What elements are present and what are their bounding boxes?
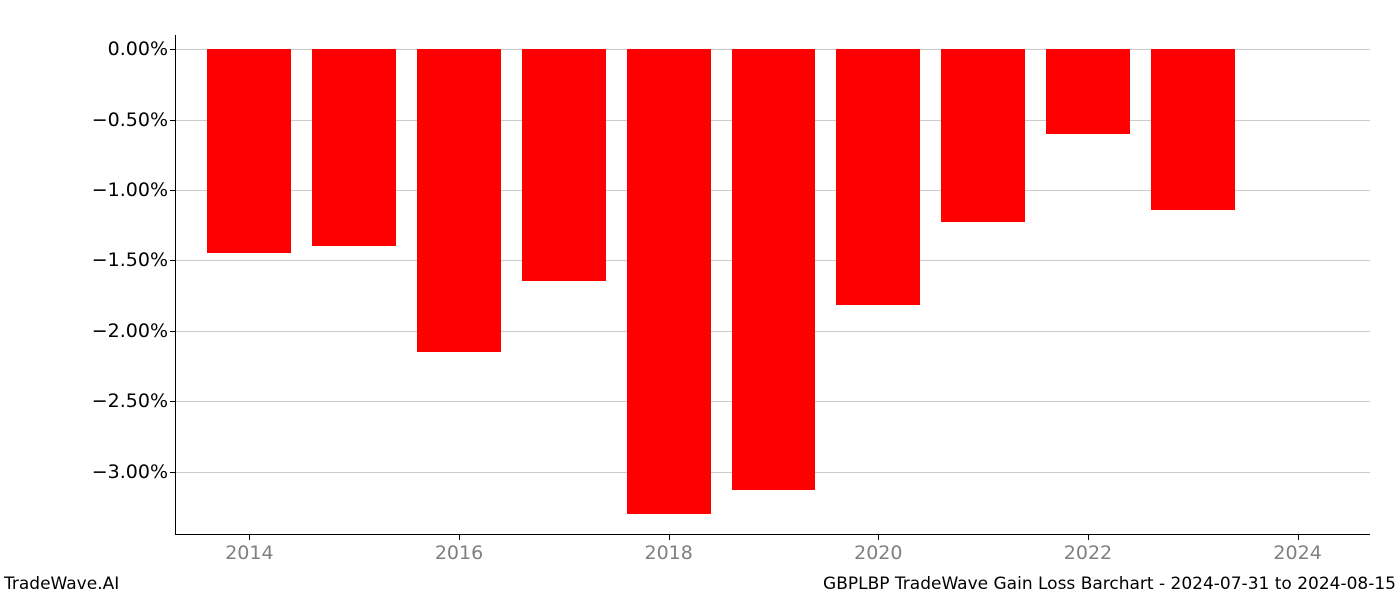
y-tick-label: −1.50% bbox=[92, 249, 168, 271]
x-tick-mark bbox=[669, 534, 670, 540]
y-tick-mark bbox=[170, 49, 176, 50]
y-tick-mark bbox=[170, 401, 176, 402]
chart-plot-area: 201420162018202020222024 bbox=[175, 35, 1370, 535]
bar-2014 bbox=[207, 49, 291, 253]
x-tick-label: 2018 bbox=[644, 542, 692, 564]
bar-2019 bbox=[732, 49, 816, 490]
bar-2022 bbox=[1046, 49, 1130, 134]
y-tick-mark bbox=[170, 472, 176, 473]
y-tick-mark bbox=[170, 260, 176, 261]
bar-2017 bbox=[522, 49, 606, 281]
y-tick-label: −1.00% bbox=[92, 179, 168, 201]
y-tick-label: −2.00% bbox=[92, 320, 168, 342]
y-tick-mark bbox=[170, 120, 176, 121]
y-tick-label: 0.00% bbox=[108, 38, 168, 60]
x-tick-label: 2016 bbox=[435, 542, 483, 564]
x-tick-mark bbox=[249, 534, 250, 540]
bar-2015 bbox=[312, 49, 396, 246]
x-tick-mark bbox=[1298, 534, 1299, 540]
x-tick-label: 2020 bbox=[854, 542, 902, 564]
bar-2018 bbox=[627, 49, 711, 514]
x-tick-mark bbox=[1088, 534, 1089, 540]
footer-left-label: TradeWave.AI bbox=[4, 574, 119, 594]
y-tick-mark bbox=[170, 331, 176, 332]
y-tick-label: −3.00% bbox=[92, 461, 168, 483]
y-tick-mark bbox=[170, 190, 176, 191]
x-tick-label: 2014 bbox=[225, 542, 273, 564]
bar-2023 bbox=[1151, 49, 1235, 210]
bar-2021 bbox=[941, 49, 1025, 222]
y-tick-label: −2.50% bbox=[92, 390, 168, 412]
x-tick-label: 2022 bbox=[1064, 542, 1112, 564]
bar-2020 bbox=[836, 49, 920, 305]
x-tick-mark bbox=[878, 534, 879, 540]
bar-2016 bbox=[417, 49, 501, 352]
x-tick-label: 2024 bbox=[1273, 542, 1321, 564]
y-tick-label: −0.50% bbox=[92, 109, 168, 131]
footer-right-label: GBPLBP TradeWave Gain Loss Barchart - 20… bbox=[823, 574, 1396, 594]
x-tick-mark bbox=[459, 534, 460, 540]
